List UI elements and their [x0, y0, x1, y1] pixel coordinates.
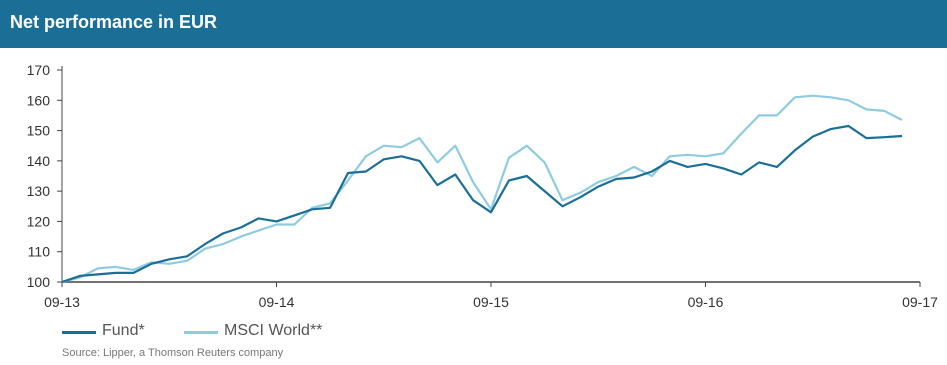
- y-tick-label: 110: [28, 244, 51, 260]
- series-line-msci: [61, 94, 903, 284]
- legend-swatch-fund: [62, 331, 96, 334]
- legend-label-msci: MSCI World**: [224, 322, 323, 339]
- y-tick-label: 170: [27, 62, 51, 78]
- y-tick-label: 100: [27, 274, 51, 290]
- chart-header: Net performance in EUR: [0, 0, 947, 48]
- x-tick-label: 09-14: [259, 294, 295, 310]
- y-tick-label: 140: [27, 153, 51, 169]
- source-note: Source: Lipper, a Thomson Reuters compan…: [62, 347, 284, 359]
- chart-title: Net performance in EUR: [10, 12, 218, 32]
- x-tick-label: 09-16: [688, 294, 724, 310]
- y-tick-label: 160: [27, 92, 51, 108]
- line-chart: 100 110 120 130 140 150 160 170 09-13 09-14 09-15 0…: [27, 62, 938, 310]
- y-tick-label: 150: [27, 123, 51, 139]
- legend-swatch-msci: [184, 331, 218, 334]
- x-tick-label: 09-15: [473, 294, 509, 310]
- legend-label-fund: Fund*: [102, 322, 145, 339]
- series-line-fund: [61, 124, 903, 284]
- y-tick-label: 120: [27, 213, 51, 229]
- x-tick-label: 09-17: [902, 294, 938, 310]
- y-tick-label: 130: [27, 183, 51, 199]
- x-tick-label: 09-13: [44, 294, 80, 310]
